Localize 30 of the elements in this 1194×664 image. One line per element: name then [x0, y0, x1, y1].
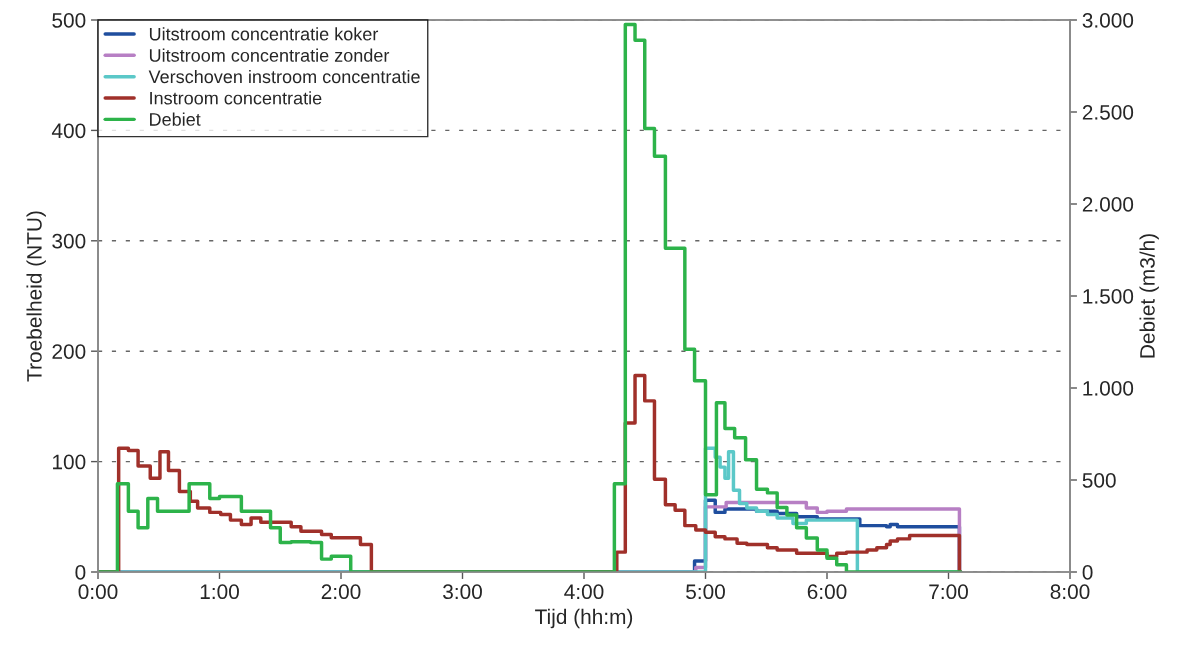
y2-tick-label: 500 [1082, 473, 1116, 488]
y2-tick-label: 2.000 [1082, 197, 1134, 212]
x-tick-label: 2:00 [321, 584, 361, 600]
x-tick-label: 8:00 [1050, 584, 1090, 600]
y2-tick-label: 3.000 [1082, 13, 1134, 28]
legend-label: Uitstroom concentratie koker [149, 27, 379, 41]
x-tick-label: 5:00 [686, 584, 725, 600]
y2-tick-label: 0 [1082, 565, 1093, 580]
y-tick-label: 500 [52, 13, 86, 28]
y2-tick-label: 1.000 [1083, 381, 1134, 396]
x-tick-label: 4:00 [564, 584, 604, 600]
x-tick-label: 0:00 [78, 584, 118, 600]
y-tick-label: 0 [75, 565, 86, 580]
x-tick-label: 3:00 [443, 584, 482, 600]
y-tick-label: 400 [51, 123, 86, 139]
x-tick-label: 1:00 [200, 584, 239, 600]
y2-axis-title: Debiet (m3/h) [1139, 234, 1159, 358]
y2-tick-label: 2.500 [1082, 105, 1134, 120]
legend-label: Uitstroom concentratie zonder [149, 48, 390, 62]
y-axis-title: Troebelheid (NTU) [26, 211, 46, 382]
legend-label: Instroom concentratie [150, 91, 322, 105]
y-tick-label: 100 [53, 454, 86, 470]
x-axis-title: Tijd (hh:m) [535, 608, 633, 629]
y-tick-label: 300 [52, 233, 86, 249]
y2-tick-label: 1.500 [1083, 289, 1134, 304]
legend-label: Debiet [150, 112, 201, 126]
x-tick-label: 6:00 [807, 584, 847, 600]
legend-label: Verschoven instroom concentratie [148, 69, 420, 84]
y-tick-label: 200 [52, 344, 86, 359]
x-tick-label: 7:00 [929, 584, 968, 600]
